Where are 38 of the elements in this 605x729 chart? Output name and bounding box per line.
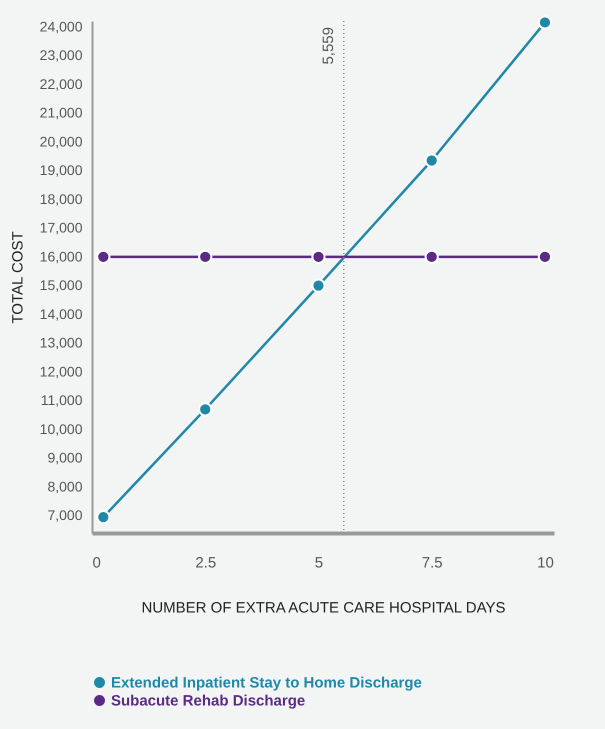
y-tick-label: 21,000 bbox=[40, 104, 83, 121]
y-axis-title: TOTAL COST bbox=[10, 231, 27, 324]
point bbox=[424, 153, 439, 168]
y-tick-label: 20,000 bbox=[40, 133, 83, 150]
legend-label: Subacute Rehab Discharge bbox=[111, 692, 306, 710]
point bbox=[198, 402, 212, 416]
y-tick-label: 15,000 bbox=[40, 277, 83, 294]
y-tick-label: 13,000 bbox=[40, 334, 83, 351]
y-tick-label: 16,000 bbox=[40, 248, 83, 264]
y-tick-label: 10,000 bbox=[40, 420, 83, 437]
point bbox=[311, 250, 326, 264]
y-tick-label: 24,000 bbox=[40, 18, 83, 34]
y-tick-label: 23,000 bbox=[40, 47, 83, 64]
y-tick-label: 11,000 bbox=[40, 392, 83, 408]
point bbox=[424, 250, 439, 264]
x-axis-title: NUMBER OF EXTRA ACUTE CARE HOSPITAL DAYS bbox=[142, 600, 506, 616]
y-tick-label: 14,000 bbox=[40, 306, 83, 322]
x-tick-label: 10 bbox=[537, 554, 554, 572]
y-tick-label: 9,000 bbox=[47, 450, 83, 466]
x-tick-label: 7.5 bbox=[422, 554, 443, 572]
legend-label: Extended Inpatient Stay to Home Discharge bbox=[111, 674, 422, 692]
point bbox=[96, 250, 110, 264]
y-tick-label: 19,000 bbox=[40, 162, 83, 178]
y-tick-label: 12,000 bbox=[40, 363, 83, 380]
y-tick-label: 22,000 bbox=[40, 76, 83, 92]
y-tick-label: 7,000 bbox=[47, 507, 83, 524]
x-tick-label: 0 bbox=[92, 554, 101, 572]
point bbox=[198, 250, 212, 264]
point bbox=[311, 278, 326, 293]
y-tick-label: 17,000 bbox=[40, 220, 83, 236]
y-tick-label: 18,000 bbox=[40, 190, 83, 207]
ref-line-label: 5,559 bbox=[320, 27, 337, 65]
y-tick-label: 8,000 bbox=[47, 478, 83, 494]
x-tick-label: 2.5 bbox=[195, 554, 216, 572]
point bbox=[538, 250, 552, 264]
point bbox=[96, 510, 110, 524]
x-tick-label: 5 bbox=[314, 554, 324, 572]
point bbox=[538, 15, 552, 30]
